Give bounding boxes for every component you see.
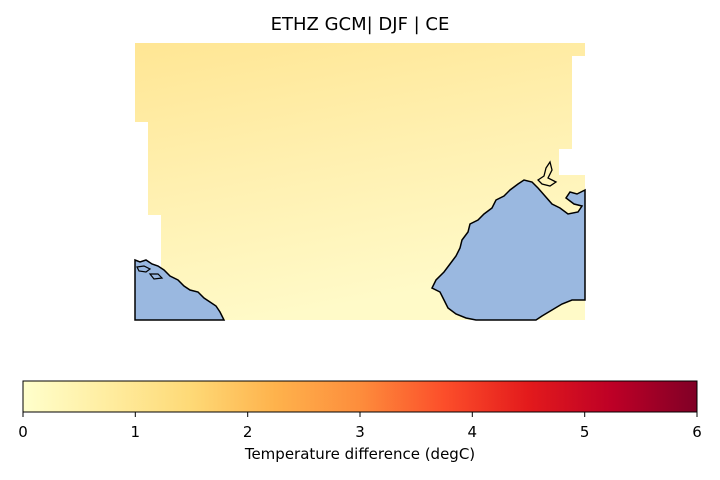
colorbar-label: Temperature difference (degC) (244, 445, 476, 463)
island-west (136, 265, 152, 273)
colorbar-tick-label: 2 (242, 423, 253, 441)
colorbar-tick-label: 1 (130, 423, 141, 441)
colorbar-tick-label: 4 (467, 423, 478, 441)
colorbar-tick-label: 3 (355, 423, 365, 441)
peninsula-north (536, 160, 558, 187)
colorbar-tick-label: 0 (18, 423, 28, 441)
colorbar (22, 380, 698, 413)
colorbar-tick-label: 5 (579, 423, 590, 441)
island-west-2 (148, 273, 164, 280)
colorbar-tick-label: 6 (692, 423, 702, 441)
map-title: ETHZ GCM| DJF | CE (270, 14, 450, 35)
colorbar-ticks (22, 412, 698, 417)
sea-southeast (430, 179, 586, 321)
